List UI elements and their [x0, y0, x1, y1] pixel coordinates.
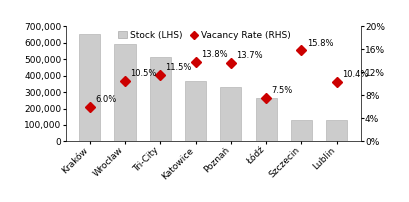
- Text: 7.5%: 7.5%: [271, 86, 292, 95]
- Text: 10.5%: 10.5%: [130, 69, 156, 78]
- Bar: [290, 120, 311, 141]
- Bar: [220, 87, 241, 141]
- Text: 13.7%: 13.7%: [236, 51, 262, 60]
- Bar: [326, 120, 346, 141]
- Bar: [79, 35, 100, 141]
- Bar: [255, 98, 276, 141]
- Text: 10.4%: 10.4%: [341, 70, 368, 79]
- Bar: [149, 57, 171, 141]
- Bar: [184, 81, 206, 141]
- Text: 11.5%: 11.5%: [165, 63, 191, 72]
- Text: 15.8%: 15.8%: [306, 39, 333, 47]
- Bar: [114, 44, 135, 141]
- Text: 13.8%: 13.8%: [200, 50, 227, 59]
- Legend: Stock (LHS), Vacancy Rate (RHS): Stock (LHS), Vacancy Rate (RHS): [117, 31, 290, 40]
- Text: 6.0%: 6.0%: [94, 95, 116, 104]
